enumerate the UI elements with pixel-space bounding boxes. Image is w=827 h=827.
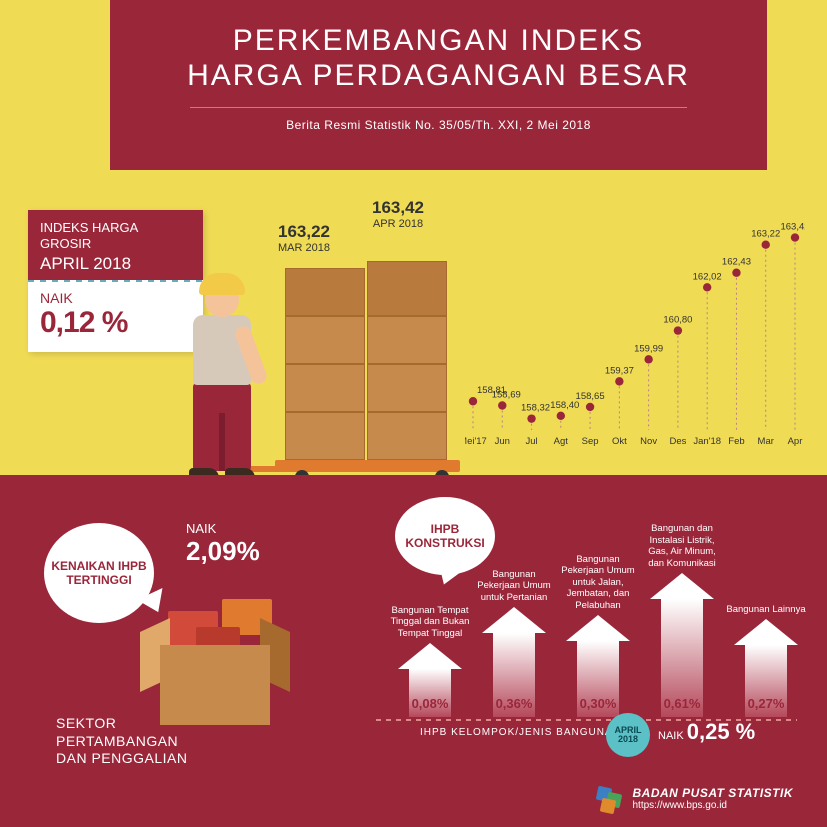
box-icon — [285, 364, 365, 412]
naik025-value: 0,25 % — [687, 719, 756, 744]
svg-text:Nov: Nov — [640, 436, 657, 447]
svg-text:Agt: Agt — [554, 436, 569, 447]
arrow-up-icon: 0,08% — [390, 643, 470, 717]
sector-label: SEKTORPERTAMBANGANDAN PENGGALIAN — [56, 715, 187, 768]
box-icon — [367, 412, 447, 460]
arrow-item: Bangunan Tempat Tinggal dan Bukan Tempat… — [390, 595, 470, 717]
svg-text:Jan'18: Jan'18 — [693, 436, 721, 447]
header-subtitle: Berita Resmi Statistik No. 35/05/Th. XXI… — [120, 118, 757, 132]
arrow-up-icon: 0,36% — [474, 607, 554, 717]
arrow-value: 0,30% — [558, 696, 638, 711]
svg-text:159,37: 159,37 — [605, 365, 634, 376]
bps-logo-icon — [595, 785, 623, 813]
arrow-up-icon: 0,27% — [726, 619, 806, 717]
header-divider — [190, 107, 687, 108]
header-panel: PERKEMBANGAN INDEKS HARGA PERDAGANGAN BE… — [110, 0, 767, 170]
arrow-value: 0,61% — [642, 696, 722, 711]
naik025-label: NAIK — [658, 730, 684, 742]
box-icon — [367, 316, 447, 364]
warehouse-scene — [145, 248, 465, 478]
infographic-root: PERKEMBANGAN INDEKS HARGA PERDAGANGAN BE… — [0, 0, 827, 827]
svg-text:Feb: Feb — [728, 436, 744, 447]
naik-025: NAIK 0,25 % — [658, 719, 755, 745]
title-line2: HARGA PERDAGANGAN BESAR — [187, 59, 690, 92]
arrow-caption: Bangunan dan Instalasi Listrik, Gas, Air… — [642, 523, 722, 569]
svg-text:Jul: Jul — [525, 436, 537, 447]
svg-text:162,02: 162,02 — [693, 271, 722, 282]
ihpb-group-label: IHPB KELOMPOK/JENIS BANGUNAN — [420, 727, 621, 738]
footer: BADAN PUSAT STATISTIK https://www.bps.go… — [595, 785, 794, 813]
bottom-section: KENAIKAN IHPB TERTINGGI NAIK 2,09% SEKTO… — [0, 475, 827, 827]
footer-url: https://www.bps.go.id — [633, 800, 794, 812]
svg-text:160,80: 160,80 — [663, 315, 692, 326]
svg-text:Mei'17: Mei'17 — [465, 436, 487, 447]
speech-bubble-left: KENAIKAN IHPB TERTINGGI — [44, 523, 154, 623]
callout-apr: 163,42 APR 2018 — [372, 198, 424, 230]
naik209-value: 2,09% — [186, 536, 260, 567]
footer-text: BADAN PUSAT STATISTIK https://www.bps.go… — [633, 786, 794, 812]
arrow-item: Bangunan Pekerjaan Umum untuk Pertanian … — [474, 559, 554, 717]
box-icon — [285, 412, 365, 460]
arrow-item: Bangunan Pekerjaan Umum untuk Jalan, Jem… — [558, 554, 638, 717]
callout-mar: 163,22 MAR 2018 — [278, 222, 330, 254]
arrow-caption: Bangunan Lainnya — [726, 571, 806, 615]
arrow-caption: Bangunan Pekerjaan Umum untuk Pertanian — [474, 559, 554, 603]
svg-text:Jun: Jun — [495, 436, 510, 447]
callout-apr-label: APR 2018 — [372, 218, 424, 230]
naik209-label: NAIK — [186, 521, 260, 536]
box-stack — [285, 260, 450, 460]
svg-text:158,69: 158,69 — [492, 390, 521, 401]
box-icon — [367, 364, 447, 412]
month-badge: APRIL 2018 — [606, 713, 650, 757]
arrow-up-icon: 0,30% — [558, 615, 638, 717]
svg-text:163,42: 163,42 — [780, 222, 805, 233]
svg-text:158,32: 158,32 — [521, 403, 550, 414]
naik-209: NAIK 2,09% — [186, 521, 260, 567]
svg-text:Sep: Sep — [582, 436, 599, 447]
footer-org: BADAN PUSAT STATISTIK — [633, 786, 794, 800]
svg-text:163,22: 163,22 — [751, 229, 780, 240]
svg-text:Okt: Okt — [612, 436, 627, 447]
svg-text:159,99: 159,99 — [634, 343, 663, 354]
arrow-up-icon: 0,61% — [642, 573, 722, 717]
box-icon — [367, 261, 447, 316]
construction-arrows: Bangunan Tempat Tinggal dan Bukan Tempat… — [370, 515, 803, 745]
box-icon — [285, 268, 365, 316]
index-trend-chart: 158,81158,69158,32158,40158,65159,37159,… — [465, 205, 805, 460]
arrow-value: 0,36% — [474, 696, 554, 711]
arrow-item: Bangunan Lainnya 0,27% — [726, 571, 806, 717]
arrow-caption: Bangunan Pekerjaan Umum untuk Jalan, Jem… — [558, 554, 638, 611]
box-icon — [285, 316, 365, 364]
arrow-caption: Bangunan Tempat Tinggal dan Bukan Tempat… — [390, 595, 470, 639]
svg-text:Apr: Apr — [788, 436, 803, 447]
arrow-value: 0,27% — [726, 696, 806, 711]
title-line1: PERKEMBANGAN INDEKS — [233, 24, 644, 57]
callout-mar-label: MAR 2018 — [278, 242, 330, 254]
top-section: PERKEMBANGAN INDEKS HARGA PERDAGANGAN BE… — [0, 0, 827, 475]
svg-text:Mar: Mar — [758, 436, 774, 447]
svg-text:158,65: 158,65 — [576, 391, 605, 402]
bubble-left-text: KENAIKAN IHPB TERTINGGI — [44, 559, 154, 588]
svg-text:162,43: 162,43 — [722, 257, 751, 268]
callout-apr-value: 163,42 — [372, 198, 424, 218]
worker-icon — [163, 265, 273, 480]
arrow-value: 0,08% — [390, 696, 470, 711]
svg-text:Des: Des — [669, 436, 686, 447]
header-title: PERKEMBANGAN INDEKS HARGA PERDAGANGAN BE… — [120, 24, 757, 93]
callout-mar-value: 163,22 — [278, 222, 330, 242]
open-box-icon — [140, 585, 290, 735]
arrow-item: Bangunan dan Instalasi Listrik, Gas, Air… — [642, 523, 722, 717]
badge-bot: 2018 — [618, 735, 638, 744]
